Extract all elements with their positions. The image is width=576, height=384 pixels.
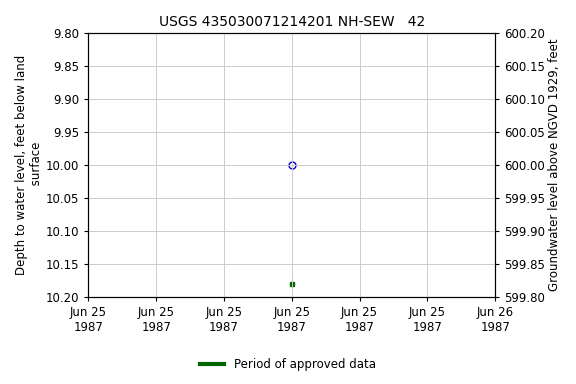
Y-axis label: Groundwater level above NGVD 1929, feet: Groundwater level above NGVD 1929, feet	[548, 39, 561, 291]
Title: USGS 435030071214201 NH-SEW   42: USGS 435030071214201 NH-SEW 42	[158, 15, 425, 29]
Legend: Period of approved data: Period of approved data	[196, 354, 380, 376]
Y-axis label: Depth to water level, feet below land
 surface: Depth to water level, feet below land su…	[15, 55, 43, 275]
